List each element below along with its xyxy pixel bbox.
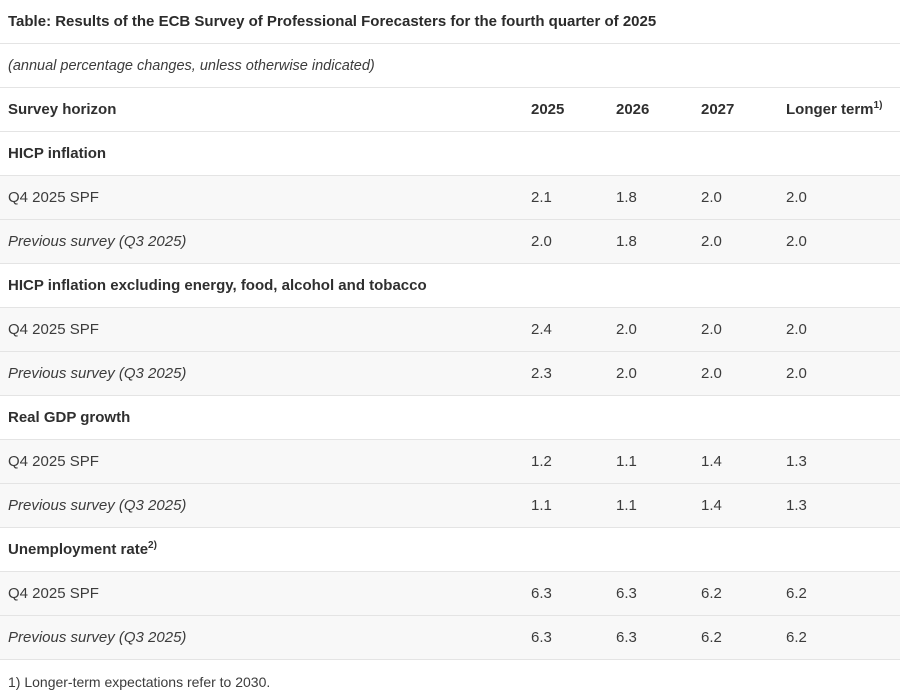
value-cell: 2.4: [523, 307, 608, 352]
value-cell: 2.3: [523, 351, 608, 396]
table-row: Q4 2025 SPF 6.3 6.3 6.2 6.2: [0, 571, 900, 616]
value-cell: 1.2: [523, 439, 608, 484]
spf-results-table: Survey horizon 2025 2026 2027 Longer ter…: [0, 88, 900, 660]
row-label: Previous survey (Q3 2025): [0, 615, 523, 660]
row-label: Previous survey (Q3 2025): [0, 219, 523, 264]
value-cell: 6.2: [693, 615, 778, 660]
row-label: Previous survey (Q3 2025): [0, 351, 523, 396]
value-cell: 2.0: [608, 351, 693, 396]
value-cell: 1.4: [693, 439, 778, 484]
value-cell: 1.8: [608, 175, 693, 220]
value-cell: 1.8: [608, 219, 693, 264]
value-cell: 2.0: [693, 175, 778, 220]
section-header-real-gdp-growth: Real GDP growth: [0, 395, 900, 440]
table-row: Previous survey (Q3 2025) 1.1 1.1 1.4 1.…: [0, 483, 900, 528]
value-cell: 1.1: [523, 483, 608, 528]
value-cell: 6.2: [778, 615, 900, 660]
value-cell: 2.1: [523, 175, 608, 220]
col-header-survey-horizon: Survey horizon: [0, 88, 523, 132]
section-label: Unemployment rate2): [0, 527, 900, 572]
value-cell: 6.2: [693, 571, 778, 616]
value-cell: 1.1: [608, 483, 693, 528]
value-cell: 2.0: [778, 175, 900, 220]
table-row: Q4 2025 SPF 1.2 1.1 1.4 1.3: [0, 439, 900, 484]
footnote-2: 2) As a percentage of the labour force.: [8, 695, 892, 700]
col-header-2027: 2027: [693, 88, 778, 132]
value-cell: 1.4: [693, 483, 778, 528]
section-label-text: Unemployment rate: [8, 541, 149, 558]
section-label: Real GDP growth: [0, 395, 900, 440]
table-row: Previous survey (Q3 2025) 2.3 2.0 2.0 2.…: [0, 351, 900, 396]
value-cell: 2.0: [778, 351, 900, 396]
value-cell: 2.0: [693, 307, 778, 352]
row-label: Q4 2025 SPF: [0, 175, 523, 220]
col-header-longer-term-label: Longer term: [786, 101, 874, 118]
value-cell: 2.0: [693, 351, 778, 396]
row-label: Q4 2025 SPF: [0, 571, 523, 616]
col-header-longer-term: Longer term1): [778, 88, 900, 132]
value-cell: 2.0: [693, 219, 778, 264]
table-title: Table: Results of the ECB Survey of Prof…: [0, 0, 900, 44]
table-row: Q4 2025 SPF 2.4 2.0 2.0 2.0: [0, 307, 900, 352]
value-cell: 1.3: [778, 483, 900, 528]
column-header-row: Survey horizon 2025 2026 2027 Longer ter…: [0, 88, 900, 132]
section-label-text: Real GDP growth: [8, 409, 131, 426]
section-label: HICP inflation: [0, 131, 900, 176]
col-header-2025: 2025: [523, 88, 608, 132]
value-cell: 2.0: [778, 307, 900, 352]
section-label: HICP inflation excluding energy, food, a…: [0, 263, 900, 308]
row-label: Q4 2025 SPF: [0, 307, 523, 352]
value-cell: 1.1: [608, 439, 693, 484]
value-cell: 1.3: [778, 439, 900, 484]
value-cell: 6.3: [608, 615, 693, 660]
value-cell: 6.3: [608, 571, 693, 616]
table-row: Q4 2025 SPF 2.1 1.8 2.0 2.0: [0, 175, 900, 220]
table-row: Previous survey (Q3 2025) 6.3 6.3 6.2 6.…: [0, 615, 900, 660]
value-cell: 2.0: [778, 219, 900, 264]
value-cell: 6.2: [778, 571, 900, 616]
value-cell: 2.0: [523, 219, 608, 264]
section-header-unemployment-rate: Unemployment rate2): [0, 527, 900, 572]
value-cell: 6.3: [523, 571, 608, 616]
value-cell: 6.3: [523, 615, 608, 660]
section-label-text: HICP inflation excluding energy, food, a…: [8, 277, 427, 294]
section-header-hicp-core: HICP inflation excluding energy, food, a…: [0, 263, 900, 308]
table-row: Previous survey (Q3 2025) 2.0 1.8 2.0 2.…: [0, 219, 900, 264]
section-header-hicp-inflation: HICP inflation: [0, 131, 900, 176]
row-label: Previous survey (Q3 2025): [0, 483, 523, 528]
row-label: Q4 2025 SPF: [0, 439, 523, 484]
value-cell: 2.0: [608, 307, 693, 352]
table-unit-note: (annual percentage changes, unless other…: [0, 44, 900, 88]
footnote-marker-1: 1): [873, 100, 883, 111]
footnote-1: 1) Longer-term expectations refer to 203…: [8, 674, 271, 690]
table-footnotes: 1) Longer-term expectations refer to 203…: [0, 660, 900, 700]
col-header-2026: 2026: [608, 88, 693, 132]
section-label-text: HICP inflation: [8, 145, 107, 162]
footnote-marker-2: 2): [148, 540, 157, 551]
